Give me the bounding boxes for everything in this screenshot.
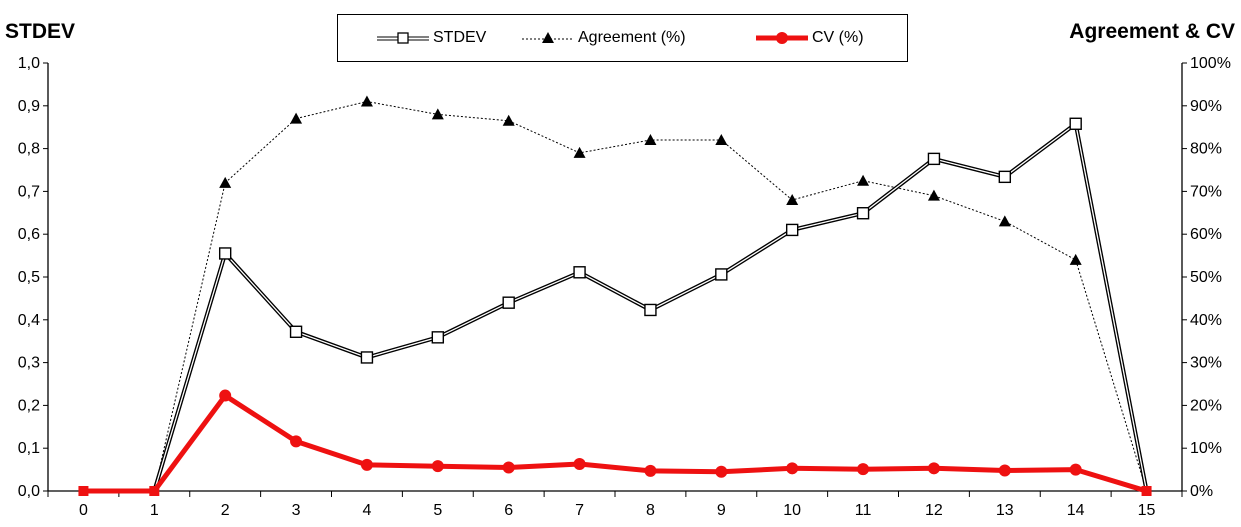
- x-tick-label: 2: [221, 502, 230, 519]
- series-cv-line: [83, 393, 1148, 494]
- y-left-tick-label: 0,0: [18, 483, 40, 500]
- y-right-tick-label: 10%: [1190, 440, 1222, 457]
- axes: 0,00,10,20,30,40,50,60,70,80,91,00%10%20…: [18, 55, 1231, 519]
- agreement-point: [360, 95, 373, 107]
- cv-point: [715, 465, 728, 478]
- cv-point: [1141, 486, 1152, 496]
- agreement-point: [573, 146, 586, 158]
- legend: STDEV Agreement (%) CV (%): [337, 14, 908, 62]
- y-right-tick-label: 30%: [1190, 355, 1222, 372]
- x-tick-label: 3: [292, 502, 301, 519]
- y-left-tick-label: 0,1: [18, 440, 40, 457]
- agreement-point: [431, 108, 444, 120]
- stdev-point: [289, 325, 303, 338]
- y-left-tick-label: 0,2: [18, 397, 40, 414]
- x-tick-label: 13: [996, 502, 1014, 519]
- legend-label-stdev: STDEV: [433, 29, 487, 46]
- legend-stdev-symbol: [377, 32, 429, 44]
- x-tick-label: 9: [717, 502, 726, 519]
- x-tick-label: 15: [1138, 502, 1156, 519]
- agreement-point: [290, 112, 303, 124]
- stdev-point: [927, 152, 941, 166]
- stdev-point: [644, 303, 657, 317]
- stdev-point: [1069, 117, 1082, 130]
- y-left-tick-label: 0,9: [18, 98, 40, 115]
- cv-point: [149, 486, 160, 496]
- legend-item-stdev: STDEV: [375, 26, 486, 50]
- cv-point: [290, 435, 303, 448]
- stdev-point: [785, 223, 799, 237]
- y-left-tick-label: 0,4: [18, 312, 40, 329]
- y-right-tick-label: 20%: [1190, 397, 1222, 414]
- cv-point: [786, 462, 799, 475]
- x-tick-label: 12: [925, 502, 943, 519]
- stdev-point: [360, 351, 374, 364]
- y-left-tick-label: 0,7: [18, 183, 40, 200]
- y-left-tick-label: 0,8: [18, 141, 40, 158]
- x-tick-label: 1: [150, 502, 159, 519]
- stdev-point: [218, 247, 232, 260]
- x-tick-label: 0: [79, 502, 88, 519]
- y-left-tick-label: 0,5: [18, 269, 40, 286]
- stdev-point: [502, 296, 515, 309]
- agreement-point: [857, 174, 870, 186]
- y-right-tick-label: 0%: [1190, 483, 1213, 500]
- agreement-point: [927, 189, 940, 201]
- y-right-tick-label: 90%: [1190, 98, 1222, 115]
- stdev-point: [998, 170, 1012, 184]
- left-axis-title: STDEV: [5, 20, 76, 43]
- agreement-point: [644, 134, 657, 146]
- x-tick-label: 5: [433, 502, 442, 519]
- stdev-point: [573, 266, 586, 279]
- legend-agreement-symbol: [522, 32, 574, 43]
- cv-point: [857, 463, 870, 476]
- y-left-tick-label: 0,3: [18, 355, 40, 372]
- cv-point: [998, 464, 1011, 477]
- cv-point: [927, 462, 940, 475]
- cv-point: [431, 460, 444, 473]
- x-tick-label: 10: [783, 502, 801, 519]
- x-tick-label: 14: [1067, 502, 1085, 519]
- series-agreement-line: [153, 100, 1148, 492]
- y-left-tick-label: 0,6: [18, 226, 40, 243]
- legend-label-agreement: Agreement (%): [578, 29, 686, 46]
- cv-point: [219, 389, 232, 402]
- y-right-tick-label: 100%: [1190, 55, 1231, 72]
- stdev-point: [431, 331, 445, 344]
- agreement-point: [219, 176, 232, 188]
- x-tick-label: 4: [362, 502, 371, 519]
- cv-point: [360, 458, 373, 471]
- legend-item-agreement: Agreement (%): [520, 26, 686, 50]
- agreement-point: [502, 114, 515, 126]
- cv-point: [78, 486, 89, 496]
- legend-item-cv: CV (%): [754, 26, 864, 50]
- y-right-tick-label: 40%: [1190, 312, 1222, 329]
- y-right-tick-label: 50%: [1190, 269, 1222, 286]
- right-axis-title: Agreement & CV: [1069, 20, 1235, 43]
- cv-point: [1069, 463, 1082, 476]
- x-tick-label: 11: [855, 502, 872, 519]
- agreement-point: [786, 193, 799, 205]
- agreement-point: [1069, 253, 1082, 265]
- x-tick-label: 7: [575, 502, 584, 519]
- legend-cv-symbol: [756, 32, 808, 44]
- agreement-point: [998, 215, 1011, 227]
- stdev-point: [856, 207, 870, 220]
- y-right-tick-label: 70%: [1190, 183, 1222, 200]
- legend-label-cv: CV (%): [812, 29, 864, 46]
- x-tick-label: 6: [504, 502, 513, 519]
- y-right-tick-label: 80%: [1190, 141, 1222, 158]
- y-left-tick-label: 1,0: [18, 55, 40, 72]
- cv-point: [644, 464, 657, 477]
- cv-point: [573, 458, 586, 471]
- x-tick-label: 8: [646, 502, 655, 519]
- stdev-point: [715, 268, 728, 281]
- cv-point: [502, 461, 515, 474]
- y-right-tick-label: 60%: [1190, 226, 1222, 243]
- agreement-point: [715, 134, 728, 146]
- series-layer: [78, 95, 1152, 496]
